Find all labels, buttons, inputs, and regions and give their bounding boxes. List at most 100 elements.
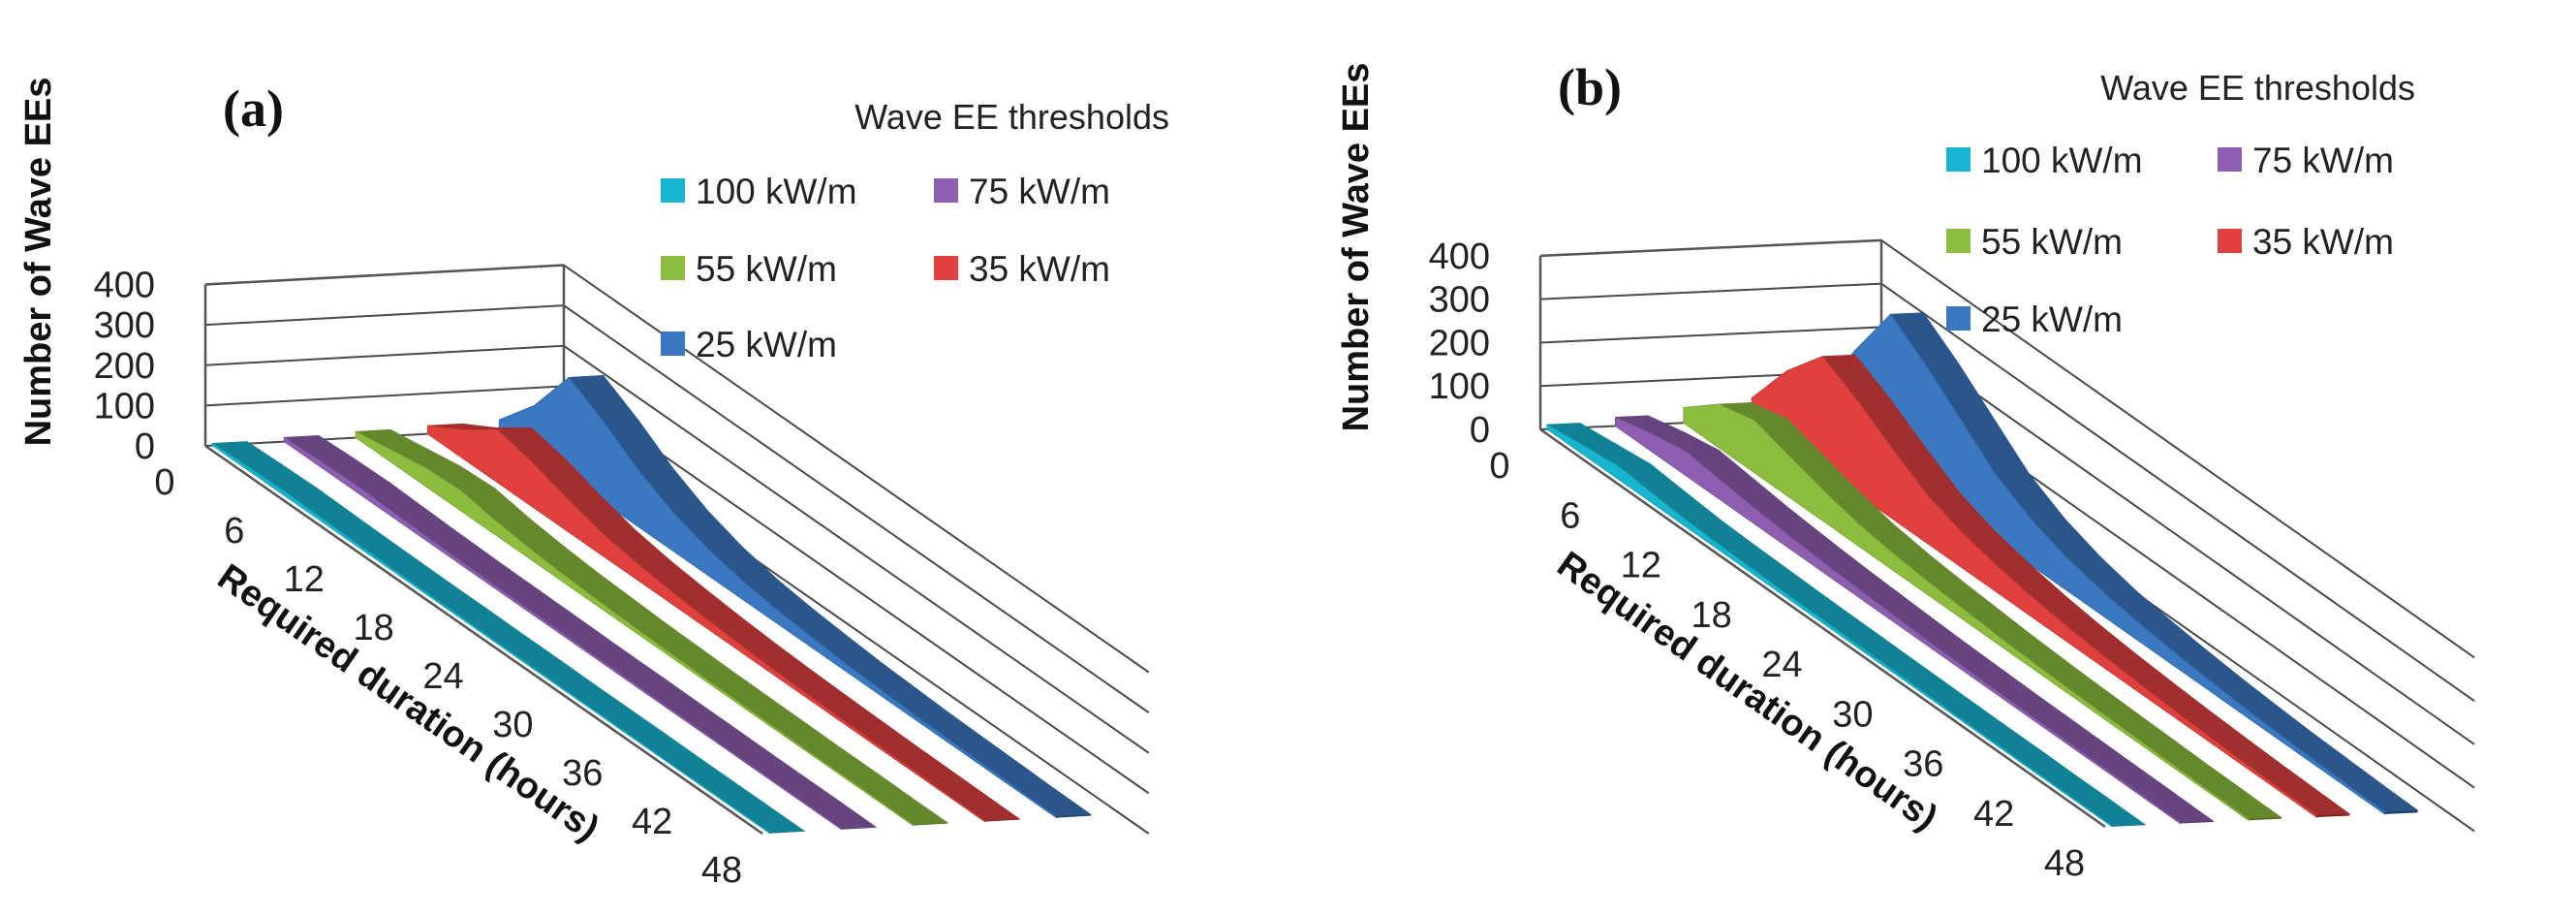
area-top-face: [526, 606, 599, 635]
x-tick-label: 12: [1621, 546, 1661, 586]
area-top-face: [2002, 694, 2073, 722]
x-tick-label: 18: [1691, 595, 1731, 636]
legend-item: 35 kW/m: [934, 249, 1110, 289]
area-top-face: [702, 675, 775, 704]
area-end-cap: [2112, 824, 2145, 827]
legend-swatch: [934, 256, 958, 280]
area-front-face: [1751, 356, 2317, 819]
area-top-face: [737, 700, 810, 728]
panel-label: (b): [1558, 58, 1622, 116]
legend-label: 75 kW/m: [2252, 141, 2394, 180]
area-top-face: [2143, 795, 2215, 824]
area-top-face: [805, 802, 878, 830]
legend-swatch: [1946, 306, 1971, 331]
y-axis-title: Number of Wave EEs: [1336, 63, 1377, 432]
legend-label: 100 kW/m: [1981, 141, 2143, 180]
area-front-face: [1683, 403, 2250, 822]
area-top-face: [631, 679, 703, 708]
legend-swatch: [661, 178, 685, 203]
area-top-face: [419, 586, 492, 615]
area-top-face: [732, 805, 806, 834]
area-top-face: [1898, 673, 1971, 702]
legend-label: 25 kW/m: [1981, 300, 2123, 339]
area-top-face: [667, 649, 740, 679]
area-top-face: [350, 537, 423, 566]
legend-item: 75 kW/m: [2218, 141, 2394, 180]
series-35-kw-m: [1750, 354, 2351, 819]
legend-item: 100 kW/m: [1946, 141, 2143, 180]
area-top-face: [2141, 741, 2213, 770]
x-tick-label: 24: [422, 656, 463, 697]
y-tick-label: 200: [94, 346, 155, 387]
area-top-face: [700, 728, 773, 757]
area-top-face: [561, 631, 634, 659]
legend-item: 35 kW/m: [2218, 222, 2394, 262]
legend-label: 100 kW/m: [696, 172, 857, 211]
area-top-face: [385, 562, 458, 590]
area-top-face: [2037, 719, 2109, 747]
series-100-kw-m: [210, 441, 806, 835]
area-top-face: [2244, 762, 2316, 791]
panel-label: (a): [223, 79, 284, 138]
area-end-cap: [769, 831, 804, 834]
y-tick-label: 0: [135, 426, 155, 467]
area-top-face: [596, 655, 668, 683]
area-top-face: [2004, 748, 2076, 777]
x-tick-label: 36: [1903, 744, 1943, 785]
x-tick-label: 30: [492, 705, 533, 745]
legend-swatch: [661, 256, 685, 280]
area-front-face: [211, 442, 770, 835]
x-tick-label: 12: [284, 559, 325, 600]
legend-swatch: [661, 332, 685, 356]
area-top-face: [456, 556, 530, 585]
area-top-face: [842, 773, 915, 802]
legend-title: Wave EE thresholds: [854, 97, 1169, 137]
area-end-cap: [1056, 814, 1091, 818]
series-55-kw-m: [354, 428, 949, 827]
top-edge-line: [1539, 238, 1882, 258]
x-tick-label: 42: [1973, 794, 2014, 835]
legend-item: 75 kW/m: [934, 172, 1110, 211]
area-front-face: [1819, 313, 2386, 815]
area-top-face: [524, 659, 597, 688]
area-top-face: [1934, 698, 2005, 727]
area-top-face: [1828, 622, 1900, 651]
area-top-face: [2280, 787, 2351, 816]
area-top-face: [948, 793, 1021, 822]
series-75-kw-m: [1614, 415, 2215, 825]
area-end-cap: [913, 822, 947, 826]
legend-label: 55 kW/m: [696, 249, 837, 289]
y-tick-label: 300: [1429, 280, 1490, 321]
x-tick-label: 0: [154, 462, 174, 503]
legend-label: 35 kW/m: [2252, 222, 2394, 262]
legend-item: 55 kW/m: [1946, 222, 2123, 262]
area-end-cap: [2316, 813, 2350, 818]
area-end-cap: [984, 818, 1019, 822]
area-top-face: [1967, 668, 2038, 697]
area-top-face: [772, 724, 845, 752]
area-top-face: [698, 781, 771, 809]
legend-swatch: [1946, 229, 1971, 253]
y-tick-label: 400: [1429, 237, 1490, 277]
x-tick-label: 6: [224, 511, 244, 552]
area-top-face: [1863, 648, 1935, 677]
legend-swatch: [934, 178, 958, 203]
area-top-face: [985, 764, 1058, 793]
area-front-face: [283, 436, 842, 831]
legend-label: 75 kW/m: [969, 172, 1110, 211]
y-tick-label: 200: [1429, 323, 1490, 363]
area-top-face: [844, 719, 916, 748]
x-axis-line: [1539, 427, 2106, 829]
area-front-face: [426, 425, 985, 823]
x-tick-label: 0: [1489, 446, 1509, 487]
area-end-cap: [2180, 821, 2214, 824]
area-top-face: [876, 798, 949, 826]
area-top-face: [950, 739, 1023, 768]
area-top-face: [629, 733, 701, 761]
x-tick-label: 30: [1832, 694, 1873, 735]
x-tick-label: 42: [632, 802, 672, 842]
area-top-face: [879, 744, 951, 773]
